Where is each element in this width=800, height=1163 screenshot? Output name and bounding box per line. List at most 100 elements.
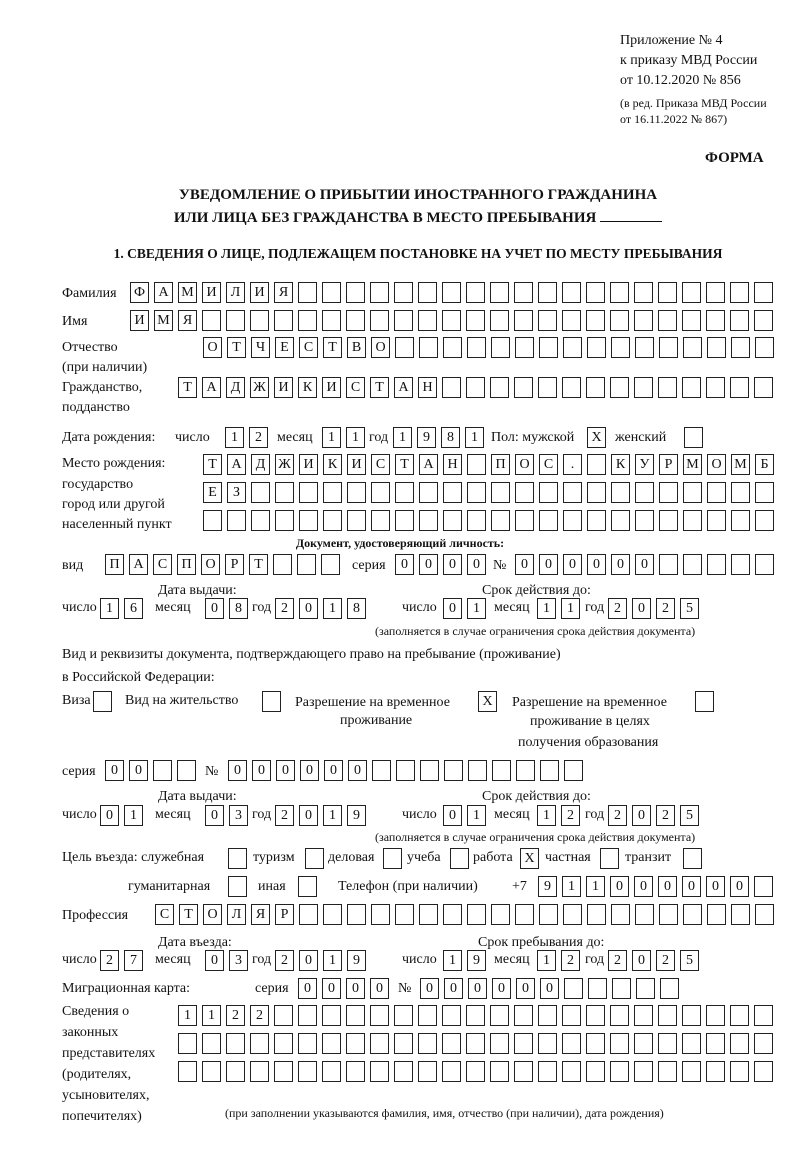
char-cell[interactable]: 1 (586, 876, 605, 897)
checkbox[interactable]: X (478, 691, 497, 712)
char-cell[interactable] (274, 1061, 293, 1082)
char-cell[interactable] (347, 904, 366, 925)
char-cell[interactable] (539, 904, 558, 925)
char-cell[interactable]: И (322, 377, 341, 398)
char-cell[interactable]: 2 (561, 805, 580, 826)
char-cell[interactable] (706, 310, 725, 331)
char-cell[interactable] (683, 337, 702, 358)
char-cell[interactable] (587, 337, 606, 358)
checkbox[interactable] (228, 848, 247, 869)
char-cell[interactable]: 1 (323, 805, 342, 826)
char-cell[interactable]: А (154, 282, 173, 303)
char-cell[interactable] (562, 282, 581, 303)
char-cell[interactable]: 0 (300, 760, 319, 781)
char-cell[interactable] (587, 454, 606, 475)
char-cell[interactable]: Р (275, 904, 294, 925)
char-cell[interactable] (490, 310, 509, 331)
char-cell[interactable]: 1 (562, 876, 581, 897)
char-cell[interactable]: М (683, 454, 702, 475)
char-cell[interactable]: 1 (465, 427, 484, 448)
char-cell[interactable] (706, 1005, 725, 1026)
char-cell[interactable]: 0 (635, 554, 654, 575)
char-cell[interactable] (658, 1061, 677, 1082)
char-cell[interactable] (610, 310, 629, 331)
char-cell[interactable] (490, 1005, 509, 1026)
char-cell[interactable]: С (299, 337, 318, 358)
char-cell[interactable] (755, 337, 774, 358)
char-cell[interactable] (297, 554, 316, 575)
char-cell[interactable] (514, 1033, 533, 1054)
char-cell[interactable]: 9 (538, 876, 557, 897)
char-cell[interactable]: 0 (515, 554, 534, 575)
char-cell[interactable] (730, 1061, 749, 1082)
char-cell[interactable]: 1 (537, 805, 556, 826)
char-cell[interactable] (419, 337, 438, 358)
char-cell[interactable]: 1 (202, 1005, 221, 1026)
char-cell[interactable] (466, 310, 485, 331)
char-cell[interactable] (491, 482, 510, 503)
char-cell[interactable]: Р (225, 554, 244, 575)
char-cell[interactable]: Я (274, 282, 293, 303)
char-cell[interactable] (707, 510, 726, 531)
char-cell[interactable] (538, 282, 557, 303)
char-cell[interactable] (418, 1061, 437, 1082)
char-cell[interactable] (515, 904, 534, 925)
char-cell[interactable]: 0 (276, 760, 295, 781)
char-cell[interactable]: 0 (611, 554, 630, 575)
char-cell[interactable] (372, 760, 391, 781)
char-cell[interactable] (321, 554, 340, 575)
char-cell[interactable] (419, 510, 438, 531)
char-cell[interactable] (610, 1033, 629, 1054)
char-cell[interactable]: К (611, 454, 630, 475)
char-cell[interactable]: 9 (417, 427, 436, 448)
char-cell[interactable] (299, 904, 318, 925)
char-cell[interactable] (730, 1005, 749, 1026)
char-cell[interactable]: 0 (100, 805, 119, 826)
char-cell[interactable] (586, 310, 605, 331)
char-cell[interactable] (610, 1061, 629, 1082)
char-cell[interactable] (706, 1061, 725, 1082)
char-cell[interactable]: Т (370, 377, 389, 398)
char-cell[interactable] (322, 282, 341, 303)
char-cell[interactable] (275, 510, 294, 531)
char-cell[interactable]: 2 (226, 1005, 245, 1026)
char-cell[interactable]: 0 (539, 554, 558, 575)
char-cell[interactable]: 1 (322, 427, 341, 448)
char-cell[interactable]: И (274, 377, 293, 398)
char-cell[interactable]: 0 (228, 760, 247, 781)
char-cell[interactable] (178, 1061, 197, 1082)
char-cell[interactable]: Т (179, 904, 198, 925)
place-blank[interactable] (600, 207, 663, 222)
char-cell[interactable]: Е (275, 337, 294, 358)
char-cell[interactable] (754, 377, 773, 398)
char-cell[interactable]: 0 (632, 598, 651, 619)
char-cell[interactable]: 3 (229, 805, 248, 826)
char-cell[interactable]: У (635, 454, 654, 475)
char-cell[interactable] (274, 1005, 293, 1026)
char-cell[interactable] (754, 1061, 773, 1082)
char-cell[interactable] (203, 510, 222, 531)
char-cell[interactable]: 2 (249, 427, 268, 448)
char-cell[interactable]: В (347, 337, 366, 358)
char-cell[interactable] (298, 1061, 317, 1082)
char-cell[interactable] (562, 310, 581, 331)
char-cell[interactable] (514, 1005, 533, 1026)
char-cell[interactable]: О (203, 904, 222, 925)
char-cell[interactable]: О (201, 554, 220, 575)
char-cell[interactable] (538, 377, 557, 398)
char-cell[interactable] (442, 377, 461, 398)
char-cell[interactable]: 1 (323, 598, 342, 619)
char-cell[interactable]: 0 (443, 805, 462, 826)
char-cell[interactable] (273, 554, 292, 575)
char-cell[interactable] (660, 978, 679, 999)
char-cell[interactable] (466, 1061, 485, 1082)
char-cell[interactable] (226, 1033, 245, 1054)
char-cell[interactable] (419, 904, 438, 925)
char-cell[interactable]: 1 (225, 427, 244, 448)
char-cell[interactable] (443, 482, 462, 503)
char-cell[interactable] (346, 1005, 365, 1026)
char-cell[interactable]: 0 (395, 554, 414, 575)
char-cell[interactable] (395, 904, 414, 925)
char-cell[interactable] (659, 337, 678, 358)
char-cell[interactable]: О (707, 454, 726, 475)
